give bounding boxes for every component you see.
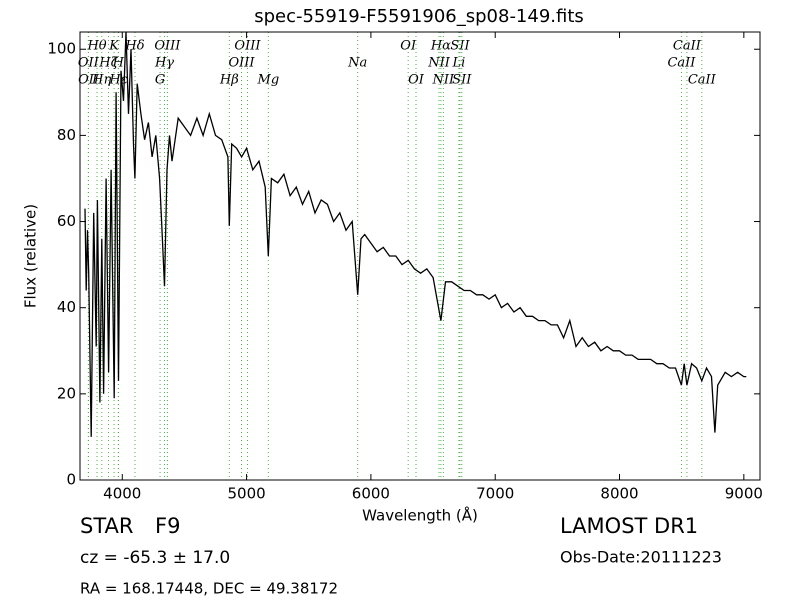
spectral-line-label: OI (408, 73, 425, 88)
chart-title: spec-55919-F5591906_sp08-149.fits (254, 6, 584, 27)
spectral-line-label: Na (347, 56, 367, 71)
x-tick-label: 7000 (476, 485, 514, 503)
obs-date: Obs-Date:20111223 (560, 548, 722, 567)
spectral-line-label: OII (78, 73, 100, 88)
y-tick-label: 0 (66, 471, 76, 489)
spectral-line-label: OII (78, 56, 100, 71)
spectral-line-label: G (155, 73, 165, 88)
survey: LAMOST DR1 (560, 514, 698, 538)
spectral-line-label: Hδ (124, 39, 144, 54)
spectral-line-label: SII (452, 73, 472, 88)
y-axis-label: Flux (relative) (22, 204, 40, 308)
subclass: F9 (155, 514, 180, 538)
spectral-line-label: Li (452, 56, 466, 71)
spectral-line-label: Hη (91, 73, 111, 88)
y-tick-label: 100 (47, 40, 76, 58)
spectral-line-label: OI (400, 39, 417, 54)
spectral-line-label: NII (432, 73, 456, 88)
spectral-line-label: K (108, 39, 120, 54)
spectral-line-label: CaII (688, 73, 717, 88)
spectral-line-label: OIII (154, 39, 181, 54)
spectral-line-label: Mg (257, 73, 280, 88)
spectral-line-label: NII (427, 56, 451, 71)
plot-frame (79, 31, 761, 481)
spectral-line-label: Hθ (86, 39, 106, 54)
spectral-line-label: Hγ (154, 56, 174, 71)
x-axis-label: Wavelength (Å) (362, 506, 478, 525)
x-tick-label: 8000 (600, 485, 638, 503)
x-tick-label: 4000 (103, 485, 141, 503)
x-tick-label: 6000 (352, 485, 390, 503)
spectral-line-label: OIII (228, 56, 255, 71)
y-tick-label: 60 (57, 212, 76, 230)
y-tick-label: 20 (57, 384, 76, 402)
x-tick-label: 9000 (725, 485, 763, 503)
y-tick-label: 80 (57, 126, 76, 144)
spectral-line-label: CaII (667, 56, 696, 71)
spectral-line-label: OIII (234, 39, 261, 54)
spectral-line-label: Hα (430, 39, 451, 54)
class: STAR (80, 514, 133, 538)
spectral-line-label: Hζ (98, 56, 118, 71)
spectral-line-label: SII (450, 39, 470, 54)
spectral-line-label: Hε (108, 73, 127, 88)
coordinates: RA = 168.17448, DEC = 49.38172 (80, 580, 338, 598)
redshift: cz = -65.3 ± 17.0 (80, 548, 230, 568)
spectrum (84, 31, 747, 437)
y-tick-label: 40 (57, 298, 76, 316)
spectral-line-label: CaII (673, 39, 702, 54)
spectral-line-label: Hβ (219, 73, 239, 88)
x-tick-label: 5000 (227, 485, 265, 503)
spectral-line-label: H (112, 56, 125, 71)
